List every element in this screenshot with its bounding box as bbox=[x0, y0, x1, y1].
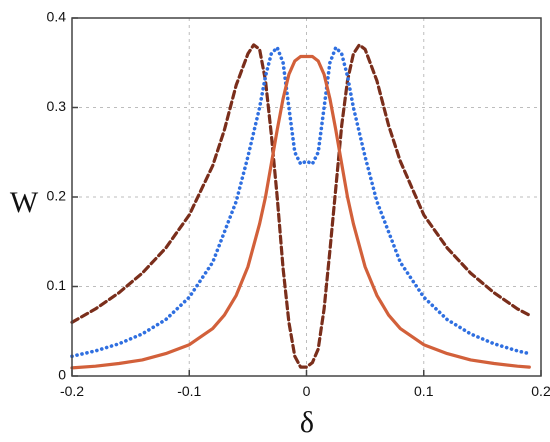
y-tick-label: 0.4 bbox=[47, 9, 67, 25]
axis-ticks bbox=[71, 17, 542, 377]
x-tick-label: 0 bbox=[303, 383, 311, 399]
series-line-dotted bbox=[70, 45, 532, 359]
y-axis-label: W bbox=[10, 186, 39, 219]
x-tick-labels: -0.2 -0.1 0 0.1 0.2 bbox=[60, 383, 550, 399]
series-line-dashed bbox=[70, 43, 531, 369]
x-tick-label: -0.1 bbox=[177, 383, 201, 399]
y-tick-label: 0.2 bbox=[47, 188, 67, 204]
y-tick-labels: 0 0.1 0.2 0.3 0.4 bbox=[47, 9, 67, 383]
x-tick-label: 0.1 bbox=[414, 383, 434, 399]
series-line-solid bbox=[70, 54, 531, 370]
x-tick-label: -0.2 bbox=[60, 383, 84, 399]
y-tick-label: 0.1 bbox=[47, 277, 67, 293]
grid bbox=[72, 18, 541, 376]
x-axis-label: δ bbox=[300, 406, 314, 439]
y-tick-label: 0.3 bbox=[47, 98, 67, 114]
y-tick-label: 0 bbox=[58, 367, 66, 383]
x-tick-label: 0.2 bbox=[531, 383, 550, 399]
series-lines bbox=[70, 43, 532, 370]
